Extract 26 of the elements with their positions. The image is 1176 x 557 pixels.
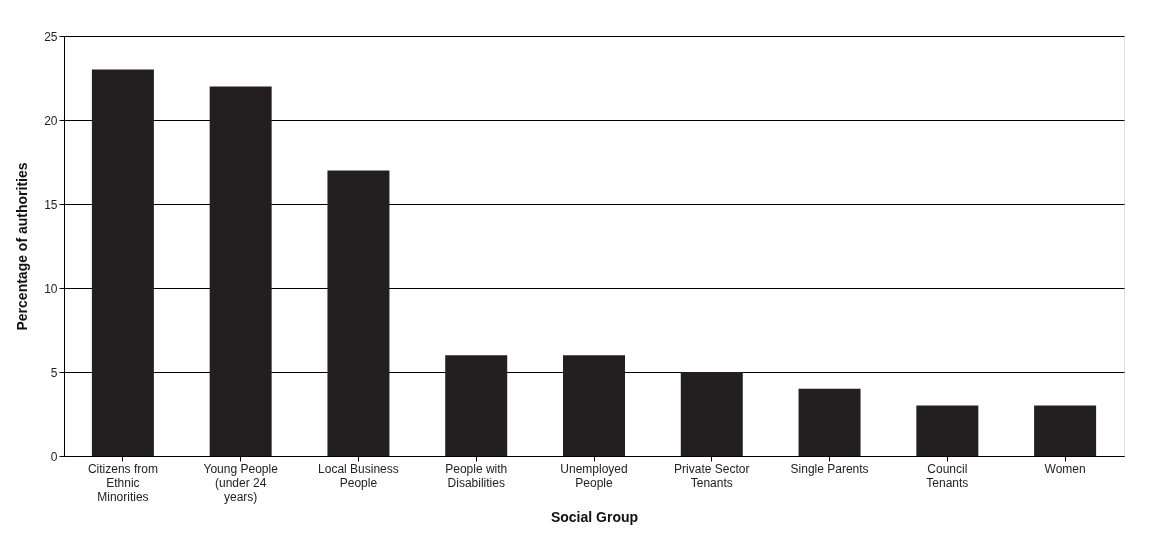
bar bbox=[1034, 405, 1097, 456]
y-tick-label: 0 bbox=[50, 449, 58, 464]
bar bbox=[209, 86, 272, 456]
x-tick-label: Single Parents bbox=[790, 461, 869, 476]
x-tick-label: People with Disabilities bbox=[445, 461, 508, 490]
y-tick-label: 15 bbox=[44, 197, 58, 212]
x-tick-label: Women bbox=[1044, 461, 1086, 476]
y-tick-label: 5 bbox=[50, 365, 58, 380]
x-tick-label: Council Tenants bbox=[926, 461, 969, 490]
x-tick-label: Young People (under 24 years) bbox=[203, 461, 279, 504]
y-tick-label: 25 bbox=[44, 29, 58, 44]
bar bbox=[327, 170, 390, 456]
x-tick-label: Local Business People bbox=[318, 461, 399, 490]
bar bbox=[563, 355, 625, 456]
x-axis-title: Social Group bbox=[550, 508, 639, 525]
y-axis-title: Percentage of authorities bbox=[14, 162, 31, 331]
x-tick-label: Unemployed People bbox=[560, 461, 628, 490]
x-tick-label: Citizens from Ethnic Minorities bbox=[87, 461, 158, 504]
y-tick-label: 20 bbox=[44, 113, 58, 128]
x-tick-label: Private Sector Tenants bbox=[674, 461, 750, 490]
bar bbox=[91, 69, 154, 456]
bar bbox=[798, 388, 861, 456]
y-tick-label: 10 bbox=[44, 281, 58, 296]
bar bbox=[916, 405, 979, 456]
bar bbox=[445, 355, 508, 456]
bar bbox=[680, 372, 743, 456]
